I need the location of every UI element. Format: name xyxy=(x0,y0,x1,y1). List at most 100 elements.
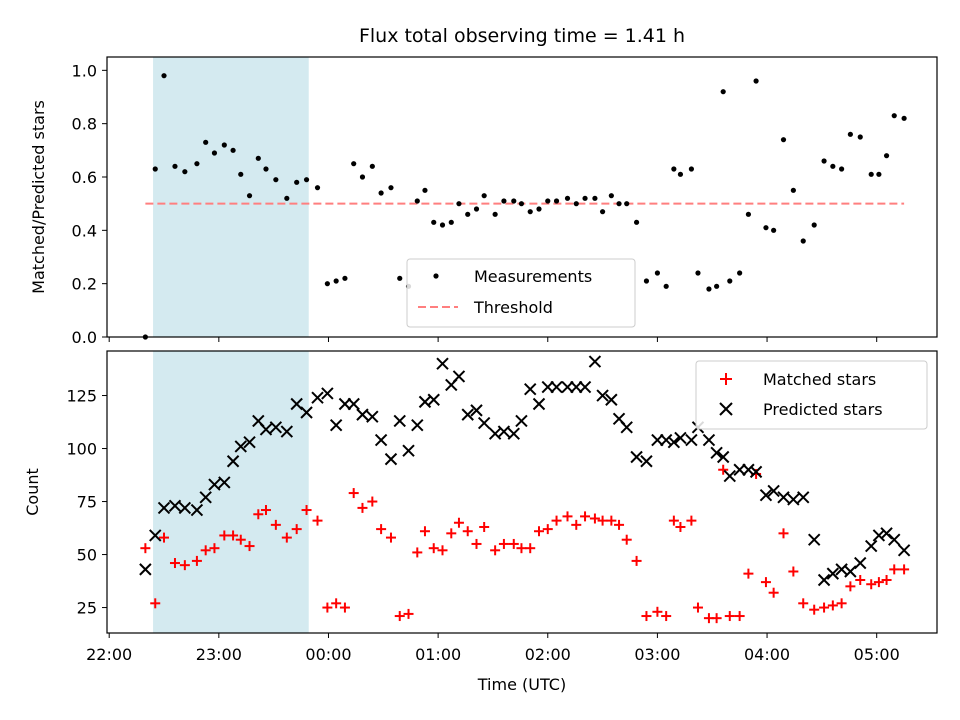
predicted-star-point xyxy=(461,408,474,421)
measurement-point xyxy=(727,278,733,284)
measurement-point xyxy=(465,211,471,217)
predicted-star-point xyxy=(402,444,415,457)
predicted-star-stroke-b xyxy=(817,573,831,587)
matched-star-point xyxy=(845,581,856,592)
matched-star-point xyxy=(412,547,423,558)
measurement-point xyxy=(592,195,598,201)
matched-star-point xyxy=(778,528,789,539)
measurement-point xyxy=(706,286,712,292)
measurement-point xyxy=(847,131,853,137)
matched-star-point xyxy=(768,587,779,598)
matched-star-point xyxy=(394,611,405,622)
matched-star-point xyxy=(385,532,396,543)
measurement-point xyxy=(800,238,806,244)
matched-star-point xyxy=(462,526,473,537)
legend-matched-marker xyxy=(720,373,732,385)
matched-star-point xyxy=(322,602,333,613)
bottom-panel: 25 50 75 100 125 22:00 23:00 00:00 01:00 02:00 03… xyxy=(23,350,938,694)
predicted-star-stroke-b xyxy=(630,450,643,464)
matched-star-point xyxy=(711,613,722,624)
predicted-star-stroke-b xyxy=(234,440,247,453)
measurement-point xyxy=(573,201,579,207)
predicted-star-stroke-b xyxy=(402,444,415,457)
matched-star-point xyxy=(798,598,809,609)
predicted-star-point xyxy=(411,419,424,432)
predicted-star-point xyxy=(640,455,653,468)
predicted-star-stroke-b xyxy=(854,556,867,570)
matched-star-point xyxy=(270,519,281,530)
x-tick-label: 05:00 xyxy=(854,645,900,664)
predicted-star-point xyxy=(685,433,698,447)
predicted-star-stroke-b xyxy=(461,408,474,421)
measurement-point xyxy=(608,193,614,199)
top-legend-box xyxy=(406,258,636,328)
predicted-star-point xyxy=(759,488,773,502)
matched-star-point xyxy=(348,488,359,499)
measurement-point xyxy=(284,195,290,201)
matched-star-point xyxy=(675,521,686,532)
predicted-star-point xyxy=(596,389,609,402)
predicted-star-stroke-b xyxy=(897,544,911,557)
matched-star-point xyxy=(490,545,501,556)
measurement-point xyxy=(654,270,661,276)
measurement-point xyxy=(868,171,874,177)
x-tick-label: 00:00 xyxy=(305,645,351,664)
matched-star-point xyxy=(899,564,910,575)
measurement-point xyxy=(431,219,437,225)
measurement-point xyxy=(501,198,507,204)
measurement-point xyxy=(771,227,777,233)
matched-star-point xyxy=(159,532,170,543)
measurement-point xyxy=(342,275,348,281)
matched-star-point xyxy=(446,528,457,539)
predicted-star-stroke-b xyxy=(311,391,324,404)
matched-star-point xyxy=(219,530,230,541)
matched-star-point xyxy=(889,564,900,575)
predicted-star-point xyxy=(393,414,406,428)
predicted-star-point xyxy=(710,446,723,459)
predicted-star-point xyxy=(844,565,857,578)
predicted-star-stroke-b xyxy=(578,380,592,394)
matched-star-point xyxy=(244,541,255,552)
predicted-star-stroke-b xyxy=(452,370,466,383)
predicted-star-stroke-b xyxy=(561,380,574,394)
predicted-star-stroke-b xyxy=(427,393,440,406)
predicted-star-point xyxy=(290,397,303,411)
predicted-star-stroke-b xyxy=(541,380,554,394)
matched-star-point xyxy=(260,505,271,516)
bottom-series-layer xyxy=(139,355,911,624)
bottom-y-axis-label: Count xyxy=(23,468,42,516)
top-axes-frame xyxy=(106,56,938,338)
predicted-star-point xyxy=(149,529,162,542)
predicted-star-point xyxy=(674,431,687,445)
matched-star-point xyxy=(873,577,884,588)
legend-measurements-label: Measurements xyxy=(474,267,592,286)
predicted-star-stroke-b xyxy=(300,406,313,419)
matched-star-point xyxy=(866,579,877,590)
predicted-star-stroke-b xyxy=(524,382,537,396)
bottom-legend-box xyxy=(695,360,928,430)
predicted-star-stroke-b xyxy=(199,491,212,504)
matched-star-point xyxy=(253,509,264,520)
predicted-star-point xyxy=(356,408,369,421)
predicted-star-stroke-b xyxy=(436,357,449,370)
measurement-point xyxy=(448,219,454,225)
predicted-star-point xyxy=(659,433,673,447)
bottom-legend: Matched stars Predicted stars xyxy=(695,360,928,430)
measurement-point xyxy=(753,78,759,84)
predicted-star-point xyxy=(259,423,273,436)
predicted-star-stroke-b xyxy=(651,433,664,447)
top-y-tick-label: 0.2 xyxy=(72,275,97,294)
matched-star-point xyxy=(516,543,527,554)
matched-star-point xyxy=(631,555,642,566)
top-panel: 0.0 0.2 0.4 0.6 0.8 1.0 Matched/Predicted sta… xyxy=(29,56,938,347)
matched-star-point xyxy=(150,598,161,609)
matched-star-point xyxy=(301,505,312,516)
predicted-star-point xyxy=(234,440,247,453)
matched-star-point xyxy=(200,545,211,556)
predicted-star-point xyxy=(280,425,294,438)
measurement-point xyxy=(414,198,420,204)
predicted-star-stroke-b xyxy=(329,419,343,432)
predicted-star-stroke-b xyxy=(749,465,763,479)
predicted-star-point xyxy=(366,410,379,423)
